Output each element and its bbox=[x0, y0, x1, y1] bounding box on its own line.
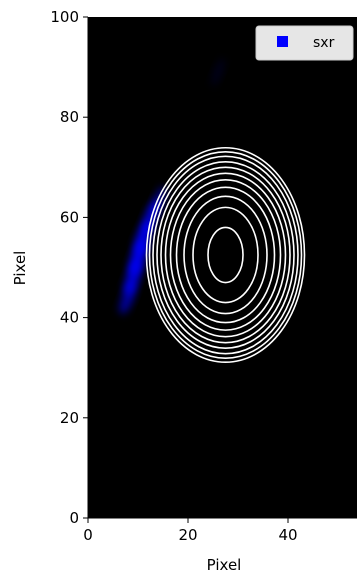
contour-1 bbox=[192, 206, 259, 304]
contour-0 bbox=[207, 226, 244, 284]
contour-4 bbox=[169, 179, 282, 331]
y-tick-label-100: 100 bbox=[50, 8, 79, 26]
y-tick-label-40: 40 bbox=[60, 309, 79, 327]
legend-marker-sxr bbox=[277, 36, 288, 47]
plot-area bbox=[88, 17, 357, 518]
contour-3 bbox=[175, 186, 276, 324]
y-tick-label-80: 80 bbox=[60, 108, 79, 126]
contour-9 bbox=[148, 150, 303, 359]
contour-7 bbox=[156, 160, 295, 349]
contour-2 bbox=[183, 195, 268, 315]
x-axis-ticks: 0 20 40 bbox=[83, 518, 298, 544]
y-tick-label-60: 60 bbox=[60, 208, 79, 226]
legend-box bbox=[255, 25, 354, 61]
y-axis-ticks: 0 20 40 60 80 100 bbox=[50, 8, 88, 527]
contour-8 bbox=[152, 155, 299, 355]
legend: sxr bbox=[255, 25, 354, 61]
x-axis-label: Pixel bbox=[207, 556, 242, 574]
contour-6 bbox=[160, 166, 291, 344]
contour-layer bbox=[145, 146, 306, 363]
x-tick-label-20: 20 bbox=[178, 526, 197, 544]
x-tick-label-0: 0 bbox=[83, 526, 93, 544]
contour-5 bbox=[164, 172, 287, 338]
contour-10 bbox=[145, 146, 306, 363]
y-tick-label-20: 20 bbox=[60, 409, 79, 427]
legend-label-sxr: sxr bbox=[313, 35, 335, 51]
x-tick-label-40: 40 bbox=[278, 526, 297, 544]
y-axis-label: Pixel bbox=[11, 251, 29, 286]
y-tick-label-0: 0 bbox=[69, 509, 79, 527]
sxr-emission-blob-6 bbox=[211, 58, 225, 86]
